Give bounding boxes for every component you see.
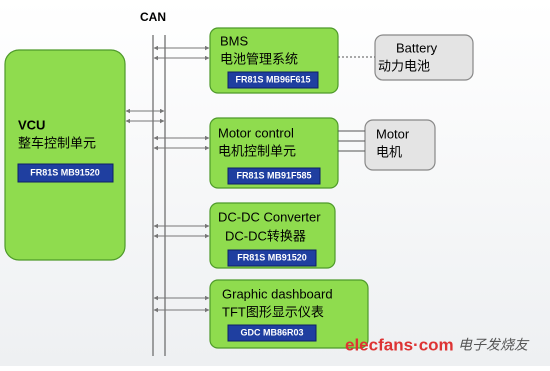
node-subtitle: TFT图形显示仪表 [222,304,324,319]
chip-label: FR81S MB91520 [30,167,100,177]
chip-label: FR81S MB96F615 [235,74,310,84]
node-subtitle: 电机控制单元 [218,143,296,158]
chip-label: FR81S MB91F585 [236,170,311,180]
chip-bg [227,324,317,342]
chip-bg [227,249,317,267]
vcu-box [4,49,126,261]
node-title: Motor control [218,125,294,140]
chip-label: GDC MB86R03 [240,327,303,337]
node-title: BMS [220,33,249,48]
node-subtitle: 电池管理系统 [220,51,298,66]
device-subtitle: 电机 [376,144,402,159]
bus-label: CAN [140,10,166,24]
chip-label: FR81S MB91520 [237,252,307,262]
watermark-site: elecfans·com [345,335,454,354]
chip-bg [17,163,114,183]
node-subtitle: DC-DC转换器 [225,228,306,243]
vcu-subtitle: 整车控制单元 [18,135,96,150]
node-title: DC-DC Converter [218,209,321,224]
device-box [364,119,436,171]
device-title: Battery [396,40,438,55]
node-title: Graphic dashboard [222,286,333,301]
vcu-title: VCU [18,117,45,132]
chip-bg [227,167,321,185]
chip-bg [227,71,319,89]
device-title: Motor [376,126,410,141]
device-subtitle: 动力电池 [378,58,430,73]
watermark-name: 电子发烧友 [458,337,530,353]
